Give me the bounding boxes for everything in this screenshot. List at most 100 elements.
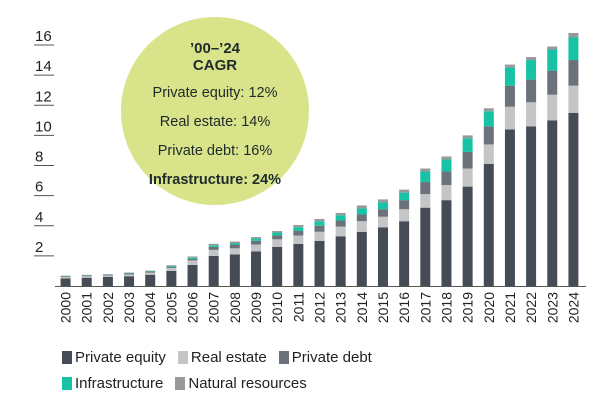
bar-segment-real-estate-2008 [229,248,240,255]
bar-segment-private-debt-2009 [251,240,262,245]
x-tick-label: 2023 [544,292,560,323]
x-tick-label: 2002 [100,292,116,323]
bar-segment-private-debt-2011 [293,231,304,236]
bar-segment-private-equity-2016 [399,221,410,286]
legend-label: Private equity [75,348,166,366]
bar-segment-real-estate-2006 [187,260,198,265]
bar-segment-infrastructure-2022 [526,60,537,80]
bar-segment-private-equity-2020 [483,163,494,286]
x-tick-label: 2015 [375,292,391,323]
bar-segment-real-estate-2013 [335,226,346,237]
x-tick-label: 2013 [333,292,349,323]
bar-segment-private-equity-2008 [229,254,240,286]
bar-segment-infrastructure-2011 [293,227,304,232]
x-tick-label: 2011 [290,292,306,322]
cagr-bubble-circle [121,17,309,205]
x-tick-label: 2009 [248,292,264,323]
bar-segment-private-debt-2008 [229,244,240,249]
bar-segment-real-estate-2022 [526,102,537,127]
bar-segment-infrastructure-2005 [166,265,177,267]
bar-segment-real-estate-2019 [462,168,473,187]
bar-segment-private-debt-2013 [335,220,346,227]
bar-segment-private-debt-2014 [356,214,367,222]
bar-segment-infrastructure-2017 [420,171,431,183]
x-tick-label: 2003 [121,292,137,323]
bar-segment-private-equity-2024 [568,112,579,286]
bar-segment-private-debt-2018 [441,171,452,186]
x-tick-label: 2004 [142,292,158,323]
bar-segment-real-estate-2002 [102,275,113,277]
x-axis-labels: 2000 2001 2002 2003 2004 2005 2006 2007 2008 2009… [58,292,582,323]
legend-swatch [278,350,289,364]
bar-segment-real-estate-2001 [81,276,92,278]
bar-segment-real-estate-2000 [60,276,71,279]
bar-segment-real-estate-2015 [377,216,388,228]
bar-segment-natural-resources-2021 [504,64,515,68]
bar-segment-private-equity-2005 [166,270,177,286]
bar-segment-real-estate-2007 [208,249,219,256]
bar-segment-natural-resources-2013 [335,212,346,216]
bar-segment-infrastructure-2007 [208,245,219,247]
bar-segment-private-debt-2007 [208,246,219,250]
bar-segment-private-debt-2019 [462,151,473,169]
cagr-callout: ’00–’24 CAGR Private equity: 12% Real est… [121,17,309,205]
cagr-line: Private debt: 16% [158,143,273,159]
x-tick-label: 2024 [565,292,581,323]
bar-segment-infrastructure-2018 [441,159,452,172]
bar-segment-private-equity-2000 [60,278,71,286]
bar-segment-real-estate-2024 [568,85,579,113]
bar-segment-infrastructure-2021 [504,67,515,86]
x-tick-label: 2012 [312,292,328,323]
bar-segment-infrastructure-2014 [356,208,367,215]
bar-segment-infrastructure-2023 [547,49,558,71]
bar-segment-private-equity-2001 [81,277,92,286]
bar-segment-private-equity-2012 [314,240,325,286]
bar-segment-real-estate-2017 [420,194,431,208]
cagr-title-line2: CAGR [193,57,237,74]
x-tick-label: 2016 [396,292,412,323]
bar-segment-natural-resources-2019 [462,135,473,139]
legend-label: Private debt [291,348,372,366]
x-tick-label: 2006 [185,292,201,323]
bar-segment-infrastructure-2006 [187,257,198,259]
bar-segment-real-estate-2016 [399,209,410,222]
legend-label: Infrastructure [75,374,164,392]
x-tick-label: 2008 [227,292,243,323]
bar-segment-natural-resources-2010 [272,231,283,233]
bar-segment-private-debt-2004 [145,271,156,273]
bar-segment-real-estate-2023 [547,94,558,121]
bar-segment-natural-resources-2006 [187,256,198,258]
bar-segment-real-estate-2020 [483,144,494,164]
y-tick-label: 6 [35,179,43,196]
x-tick-label: 2021 [502,292,518,323]
bar-segment-private-equity-2013 [335,236,346,286]
bar-segment-real-estate-2005 [166,267,177,271]
bar-segment-private-equity-2014 [356,231,367,286]
legend-swatch [175,376,186,390]
x-tick-label: 2001 [79,292,95,323]
bar-segment-natural-resources-2023 [547,46,558,50]
bar-segment-infrastructure-2010 [272,232,283,236]
bar-segment-real-estate-2003 [124,274,135,277]
y-tick-label: 12 [35,88,52,105]
cagr-line: Real estate: 14% [160,114,271,130]
bar-segment-private-debt-2003 [124,273,135,275]
bar-segment-infrastructure-2024 [568,37,579,61]
bar-segment-natural-resources-2005 [166,265,177,266]
bar-segment-infrastructure-2020 [483,111,494,127]
legend-item: Private debt [278,348,372,366]
bar-segment-natural-resources-2024 [568,32,579,38]
bar-segment-private-equity-2009 [251,251,262,286]
bar-segment-private-equity-2007 [208,255,219,286]
bar-segment-natural-resources-2017 [420,168,431,172]
legend: Private equity Real estate Private debt Inf… [62,344,582,396]
y-axis: 2 4 6 8 10 12 14 16 [34,28,54,257]
bar-segment-private-debt-2017 [420,182,431,195]
bar-segment-private-equity-2017 [420,207,431,286]
x-tick-label: 2017 [417,292,433,323]
bars-group [60,32,579,287]
x-tick-label: 2020 [481,292,497,323]
bar-segment-natural-resources-2011 [293,224,304,228]
bar-segment-real-estate-2021 [504,106,515,130]
